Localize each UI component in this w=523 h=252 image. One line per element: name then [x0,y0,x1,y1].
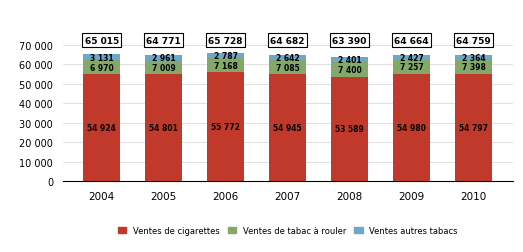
Bar [145,55,183,61]
Text: 2 961: 2 961 [152,54,176,63]
Text: 54 924: 54 924 [87,123,116,133]
Bar [83,55,120,61]
Text: 63 390: 63 390 [333,36,367,45]
Bar [331,63,368,77]
Text: 7 168: 7 168 [214,61,237,71]
Text: 3 131: 3 131 [90,54,113,62]
Text: 6 970: 6 970 [90,64,113,72]
Text: 2 642: 2 642 [276,54,300,63]
Bar [331,77,368,181]
Text: 64 664: 64 664 [394,36,429,45]
Text: 65 728: 65 728 [209,36,243,45]
Bar [269,75,306,181]
Text: 2 401: 2 401 [338,56,361,65]
Text: 7 400: 7 400 [338,66,361,75]
Text: 64 759: 64 759 [456,36,491,45]
Text: 2 787: 2 787 [214,52,237,61]
Bar [145,61,183,75]
Bar [455,56,492,60]
Text: 7 085: 7 085 [276,63,300,72]
Text: 53 589: 53 589 [335,125,364,134]
Bar [455,60,492,75]
Bar [207,54,244,59]
Text: 7 257: 7 257 [400,63,424,72]
Text: 2 364: 2 364 [462,54,485,63]
Text: 54 945: 54 945 [274,123,302,133]
Bar [207,73,244,181]
Legend: Ventes de cigarettes, Ventes de tabac à rouler, Ventes autres tabacs: Ventes de cigarettes, Ventes de tabac à … [114,223,461,239]
Text: 2 427: 2 427 [400,54,424,62]
Text: 65 015: 65 015 [85,36,119,45]
Text: 7 398: 7 398 [462,63,485,72]
Bar [455,75,492,181]
Bar [269,56,306,61]
Bar [83,61,120,75]
Bar [393,56,430,60]
Bar [393,60,430,75]
Bar [83,75,120,181]
Bar [145,75,183,181]
Bar [207,59,244,73]
Text: 64 682: 64 682 [270,36,305,45]
Text: 64 771: 64 771 [146,36,181,45]
Text: 7 009: 7 009 [152,64,176,73]
Bar [331,58,368,63]
Text: 54 797: 54 797 [459,124,488,133]
Bar [393,75,430,181]
Text: 54 980: 54 980 [397,123,426,133]
Text: 54 801: 54 801 [149,124,178,133]
Text: 55 772: 55 772 [211,123,240,132]
Bar [269,61,306,75]
